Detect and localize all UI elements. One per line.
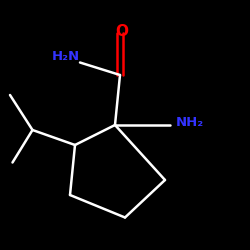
Text: O: O	[115, 24, 128, 39]
Text: NH₂: NH₂	[176, 116, 204, 129]
Text: H₂N: H₂N	[52, 50, 80, 63]
